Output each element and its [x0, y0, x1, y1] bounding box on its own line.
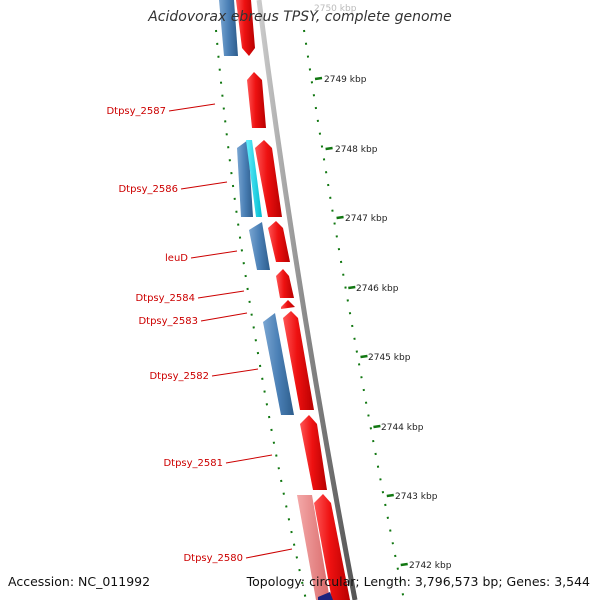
- forward-cds-2583: [281, 300, 295, 309]
- gene-label-dtpsy-2582[interactable]: Dtpsy_2582: [149, 371, 209, 382]
- scale-label-2743: 2743 kbp: [395, 492, 438, 502]
- forward-cds-top: [236, 0, 255, 56]
- scale-major-tick: [348, 285, 356, 290]
- scale-label-2744: 2744 kbp: [381, 423, 424, 433]
- scale-label-group: 2750 kbp 2749 kbp 2748 kbp 2747 kbp 2746…: [314, 4, 452, 571]
- forward-cds-2584: [276, 269, 294, 298]
- gene-label-dtpsy-2581[interactable]: Dtpsy_2581: [163, 458, 223, 469]
- reverse-cds-2582: [263, 313, 294, 415]
- scale-major-tick: [386, 493, 394, 498]
- leader-line-2586: [180, 181, 228, 190]
- genome-summary-text: Topology: circular; Length: 3,796,573 bp…: [246, 574, 590, 589]
- leader-line-2582: [211, 368, 259, 377]
- scale-label-2745: 2745 kbp: [368, 353, 411, 363]
- highlight-cds-2586: [246, 140, 262, 217]
- gene-label-dtpsy-2586[interactable]: Dtpsy_2586: [118, 184, 178, 195]
- accession-text: Accession: NC_011992: [8, 574, 151, 589]
- leader-line-2581: [225, 454, 273, 464]
- forward-cds-2582: [283, 311, 314, 410]
- forward-cds-2581: [300, 415, 327, 490]
- gene-label-dtpsy-2583[interactable]: Dtpsy_2583: [138, 316, 198, 327]
- forward-cds-2580: [314, 494, 350, 600]
- scale-label-2747: 2747 kbp: [345, 214, 388, 224]
- scale-ticks: [314, 76, 408, 567]
- leader-line-2584: [197, 290, 245, 299]
- leader-line-2587: [168, 103, 216, 112]
- scale-label-2750: 2750 kbp: [314, 4, 357, 14]
- scale-major-tick: [360, 354, 368, 359]
- forward-cds-2587: [247, 72, 266, 128]
- outer-scale-ring: [303, 29, 405, 600]
- scale-label-2746: 2746 kbp: [356, 284, 399, 294]
- scale-label-2749: 2749 kbp: [324, 75, 367, 85]
- reverse-cds-leuD: [249, 222, 270, 270]
- reverse-cds-top: [219, 0, 238, 56]
- gene-label-dtpsy-2587[interactable]: Dtpsy_2587: [106, 106, 166, 117]
- gene-label-leud[interactable]: leuD: [165, 253, 188, 264]
- scale-major-tick: [400, 562, 408, 567]
- leader-line-2583: [200, 312, 248, 322]
- scale-major-tick: [373, 424, 381, 429]
- scale-label-2748: 2748 kbp: [335, 145, 378, 155]
- gene-leader-lines: [168, 103, 293, 559]
- gene-label-group: Dtpsy_2587 Dtpsy_2586 leuD Dtpsy_2584 Dt…: [106, 106, 243, 564]
- leader-line-leuD: [190, 250, 238, 259]
- genome-backbone: [256, 0, 358, 600]
- leader-line-2580: [245, 548, 293, 559]
- dark-cds-bottom: [318, 592, 333, 600]
- scale-label-2742: 2742 kbp: [409, 561, 452, 571]
- scale-major-tick: [314, 76, 323, 81]
- scale-major-tick: [336, 215, 344, 220]
- pale-cds-2580: [297, 495, 330, 600]
- forward-cds-leuD: [268, 221, 290, 262]
- scale-major-tick: [325, 146, 333, 151]
- map-title: Acidovorax ebreus TPSY, complete genome: [148, 9, 452, 25]
- gene-label-dtpsy-2580[interactable]: Dtpsy_2580: [183, 553, 243, 564]
- gene-label-dtpsy-2584[interactable]: Dtpsy_2584: [135, 293, 195, 304]
- forward-cds-2586: [255, 140, 282, 217]
